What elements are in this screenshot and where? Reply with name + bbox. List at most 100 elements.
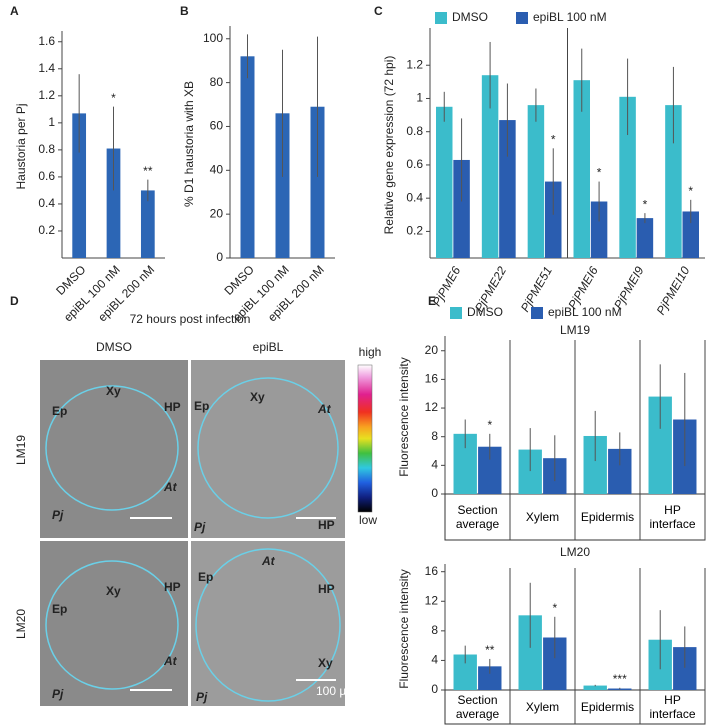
micrograph-label: Xy (250, 390, 265, 404)
significance: ** (485, 643, 495, 657)
bar (543, 637, 567, 690)
y-tick-label: 20 (210, 206, 224, 220)
micrograph-label: Pj (52, 508, 64, 522)
bar (453, 159, 470, 258)
category-label-box: HP interface (649, 503, 696, 531)
bar (478, 666, 502, 690)
panel-label: E (428, 294, 436, 308)
micrograph-label: Pj (52, 687, 64, 701)
y-tick-label: 0.4 (406, 190, 423, 204)
y-tick-label: 1.4 (38, 61, 55, 75)
x-tick-label: HP interface (649, 503, 696, 531)
bar (310, 106, 325, 258)
y-axis-label: Relative gene expression (72 hpi) (382, 56, 396, 235)
micrograph-label: HP (318, 518, 335, 532)
y-axis-label: % D1 haustoria with XB (182, 81, 196, 207)
micrograph-label: HP (318, 582, 335, 596)
y-tick-label: 1.6 (38, 34, 55, 48)
y-tick-label: 0.6 (38, 169, 55, 183)
y-tick-label: 0.8 (38, 142, 55, 156)
category-label-box: Section average (455, 693, 500, 721)
micrograph-label: Ep (52, 602, 67, 616)
y-tick-label: 100 (203, 31, 223, 45)
chart-title: LM19 (560, 323, 590, 337)
micrograph-label: At (317, 402, 332, 416)
category-label-box: Xylem (525, 700, 560, 714)
x-tick-label: PjPMEI10 (654, 264, 693, 317)
micrograph-label: HP (164, 580, 181, 594)
bar (518, 449, 542, 494)
x-tick-label: HP interface (649, 693, 696, 721)
row-label: LM20 (14, 609, 28, 639)
micrograph-title: 72 hours post infection (130, 312, 251, 326)
y-tick-label: 0 (431, 682, 438, 696)
y-tick-label: 0.2 (38, 223, 55, 237)
significance: * (643, 197, 648, 211)
column-label: epiBL (253, 340, 284, 354)
tissue-outline (45, 560, 179, 690)
significance: ** (143, 164, 153, 178)
legend-swatch (435, 12, 447, 24)
panel-label: C (374, 4, 383, 18)
y-tick-label: 8 (431, 429, 438, 443)
bar (527, 105, 545, 258)
category-label-box: Epidermis (580, 510, 635, 524)
bar (648, 396, 672, 494)
y-tick-label: 1 (48, 115, 55, 129)
y-tick-label: 0.4 (38, 196, 55, 210)
legend-swatch (516, 12, 528, 24)
micrograph-label: Ep (194, 399, 209, 413)
chart-title: LM20 (560, 545, 590, 559)
bar (619, 96, 636, 258)
y-tick-label: 8 (431, 623, 438, 637)
bar (665, 105, 682, 258)
legend-label: epiBL 100 nM (533, 10, 607, 24)
legend-swatch (531, 307, 543, 319)
legend-label: epiBL 100 nM (548, 305, 622, 319)
y-tick-label: 1.2 (38, 88, 55, 102)
tissue-outline (197, 377, 339, 519)
micrograph-images (40, 360, 373, 706)
panel-label: D (10, 294, 19, 308)
category-label-box: Xylem (526, 510, 559, 524)
bar (481, 75, 499, 259)
x-tick-label: Xylem (525, 700, 560, 714)
micrograph-label: At (163, 480, 178, 494)
significance: * (551, 132, 556, 146)
micrograph-label: Ep (52, 404, 67, 418)
bar (436, 106, 453, 258)
significance: * (487, 418, 492, 432)
y-tick-label: 12 (425, 400, 439, 414)
micrograph (40, 360, 188, 538)
micrograph-label: At (261, 554, 276, 568)
bar (590, 201, 608, 258)
legend-label: DMSO (452, 10, 488, 24)
bar (682, 211, 699, 258)
y-axis-label: Fluorescence intensity (397, 357, 411, 476)
panel-label: B (180, 4, 189, 18)
legend-label: DMSO (467, 305, 503, 319)
tissue-outline (195, 548, 341, 702)
x-tick-label: PjPME6 (429, 264, 463, 309)
y-tick-label: 4 (431, 458, 438, 472)
micrograph (191, 360, 345, 538)
significance: * (552, 601, 557, 615)
category-label-box: HP interface (649, 693, 696, 721)
bar (583, 435, 607, 494)
bar (72, 113, 87, 258)
bar (240, 56, 255, 258)
x-tick-label: Section average (455, 693, 500, 721)
bar (453, 433, 477, 494)
legend-swatch (450, 307, 462, 319)
tissue-outline (45, 385, 179, 511)
colorbar-label: high (359, 345, 382, 359)
micrograph-label: Pj (194, 520, 206, 534)
y-tick-label: 80 (210, 75, 224, 89)
scale-label: 100 µm (316, 684, 356, 698)
x-tick-label: Epidermis (580, 510, 635, 524)
y-axis-label: Haustoria per Pj (14, 103, 28, 189)
y-tick-label: 1 (416, 91, 423, 105)
y-tick-label: 0 (216, 250, 223, 264)
bar (573, 80, 591, 258)
